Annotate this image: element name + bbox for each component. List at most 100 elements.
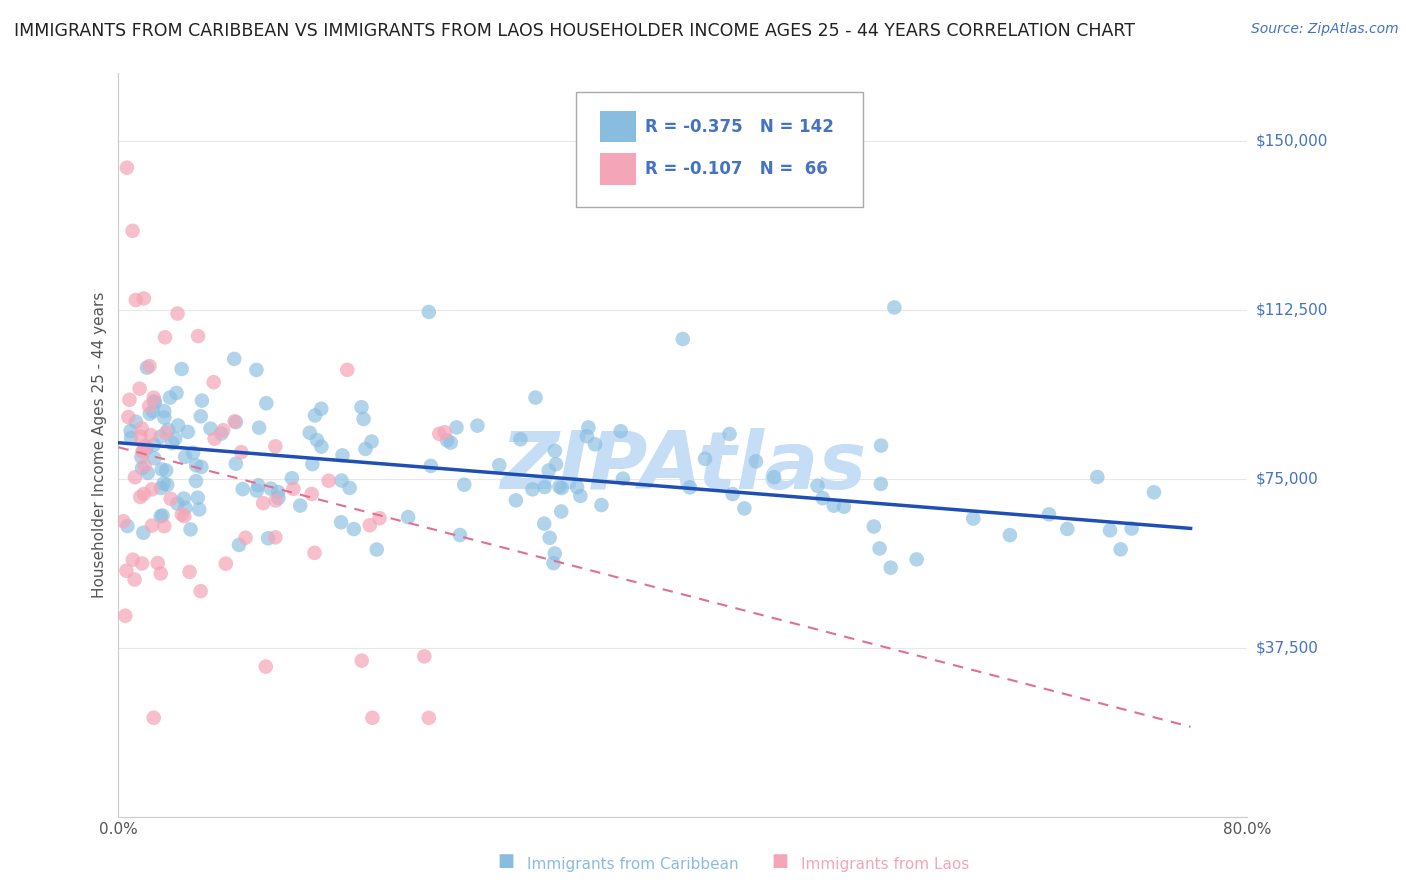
Point — [187, 491, 209, 505]
Point — [832, 500, 855, 514]
Point — [159, 391, 181, 405]
Point — [224, 414, 246, 428]
Point — [1056, 522, 1078, 536]
Point — [433, 425, 456, 440]
Point — [763, 470, 786, 484]
Point — [862, 519, 884, 533]
Point — [204, 432, 226, 446]
Point — [301, 487, 323, 501]
Point — [418, 305, 440, 319]
FancyBboxPatch shape — [600, 111, 637, 142]
Point — [368, 511, 391, 525]
Point — [419, 458, 441, 473]
Point — [733, 501, 755, 516]
Point — [246, 483, 269, 498]
Point — [173, 491, 195, 506]
Point — [132, 444, 155, 458]
Point — [811, 491, 834, 505]
Point — [132, 292, 155, 306]
Point — [309, 401, 332, 416]
Point — [264, 493, 287, 508]
Point — [115, 161, 138, 175]
Point — [131, 450, 153, 464]
Point — [187, 329, 209, 343]
Point — [544, 457, 567, 471]
Point — [143, 394, 166, 409]
Point — [143, 395, 166, 409]
Point — [190, 460, 212, 475]
Point — [436, 434, 458, 448]
Point — [869, 476, 891, 491]
Point — [135, 442, 157, 456]
Point — [343, 522, 366, 536]
Point — [188, 502, 211, 516]
Point — [440, 435, 463, 450]
Point — [209, 426, 232, 441]
Point — [288, 499, 311, 513]
Point — [121, 552, 143, 566]
Point — [117, 519, 139, 533]
Point — [330, 474, 353, 488]
Point — [869, 541, 891, 556]
Point — [467, 418, 489, 433]
Point — [366, 542, 388, 557]
Point — [247, 478, 270, 492]
Point — [1085, 470, 1108, 484]
Point — [181, 446, 204, 460]
Y-axis label: Householder Income Ages 25 - 44 years: Householder Income Ages 25 - 44 years — [93, 292, 107, 599]
Point — [524, 391, 547, 405]
Point — [354, 442, 377, 456]
Point — [336, 363, 359, 377]
Text: ■: ■ — [498, 852, 515, 870]
Point — [152, 508, 174, 523]
Point — [267, 485, 290, 500]
Point — [174, 450, 197, 464]
Point — [131, 461, 153, 475]
Point — [264, 439, 287, 453]
Point — [228, 538, 250, 552]
Point — [488, 458, 510, 472]
Point — [153, 404, 176, 418]
Point — [152, 476, 174, 491]
Point — [679, 480, 702, 494]
Point — [165, 432, 187, 446]
Point — [142, 711, 165, 725]
FancyBboxPatch shape — [575, 92, 863, 207]
Point — [142, 391, 165, 405]
Point — [304, 546, 326, 560]
Text: $75,000: $75,000 — [1256, 471, 1317, 486]
Text: Immigrants from Laos: Immigrants from Laos — [801, 857, 970, 872]
Point — [191, 393, 214, 408]
Point — [1098, 524, 1121, 538]
Point — [117, 409, 139, 424]
Point — [260, 482, 283, 496]
Point — [160, 436, 183, 450]
Point — [120, 424, 142, 438]
Point — [883, 301, 905, 315]
Point — [166, 386, 188, 401]
Point — [184, 474, 207, 488]
Point — [332, 449, 354, 463]
Point — [806, 479, 828, 493]
Text: ZIPAtlas: ZIPAtlas — [499, 428, 866, 507]
Point — [576, 420, 599, 434]
Point — [672, 332, 695, 346]
Point — [139, 428, 162, 442]
Point — [427, 426, 450, 441]
Point — [359, 518, 381, 533]
Text: $150,000: $150,000 — [1256, 133, 1327, 148]
Point — [121, 224, 143, 238]
Point — [537, 463, 560, 477]
Point — [533, 516, 555, 531]
Point — [543, 556, 565, 570]
Point — [166, 307, 188, 321]
Point — [583, 437, 606, 451]
Point — [745, 454, 768, 468]
Point — [150, 462, 173, 476]
Point — [129, 490, 152, 504]
Point — [149, 566, 172, 581]
Point — [301, 457, 323, 471]
Point — [124, 573, 146, 587]
Point — [179, 565, 201, 579]
Point — [235, 531, 257, 545]
